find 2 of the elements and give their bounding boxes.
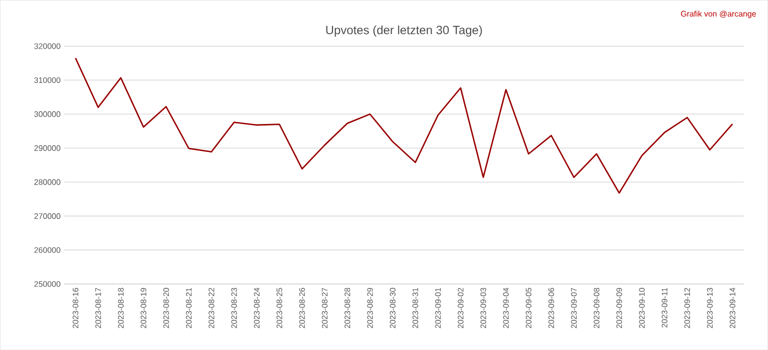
chart-title: Upvotes (der letzten 30 Tage): [326, 25, 482, 37]
line-series: [74, 57, 734, 194]
